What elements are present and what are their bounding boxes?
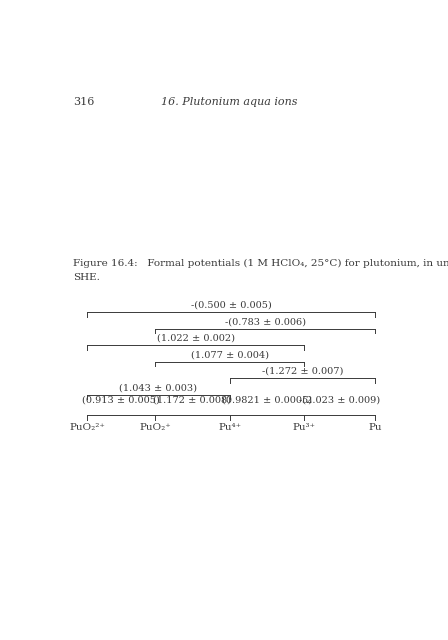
Text: -(1.272 ± 0.007): -(1.272 ± 0.007) — [262, 367, 343, 376]
Text: -(0.783 ± 0.006): -(0.783 ± 0.006) — [225, 317, 306, 326]
Text: PuO₂⁺: PuO₂⁺ — [139, 422, 171, 431]
Text: -(0.500 ± 0.005): -(0.500 ± 0.005) — [191, 301, 271, 310]
Text: -(2.023 ± 0.009): -(2.023 ± 0.009) — [299, 396, 380, 405]
Text: (1.172 ± 0.008): (1.172 ± 0.008) — [153, 396, 231, 405]
Text: PuO₂²⁺: PuO₂²⁺ — [69, 422, 105, 431]
Text: Pu: Pu — [369, 422, 382, 431]
Text: 16. Plutonium aqua ions: 16. Plutonium aqua ions — [161, 97, 298, 106]
Text: Pu⁴⁺: Pu⁴⁺ — [218, 422, 241, 431]
Text: (1.043 ± 0.003): (1.043 ± 0.003) — [120, 383, 198, 392]
Text: (1.022 ± 0.002): (1.022 ± 0.002) — [157, 333, 235, 342]
Text: SHE.: SHE. — [73, 273, 100, 282]
Text: 316: 316 — [73, 97, 95, 106]
Text: (1.077 ± 0.004): (1.077 ± 0.004) — [190, 350, 269, 359]
Text: Figure 16.4:   Formal potentials (1 M HClO₄, 25°C) for plutonium, in units of V : Figure 16.4: Formal potentials (1 M HClO… — [73, 259, 448, 268]
Text: (0.913 ± 0.005): (0.913 ± 0.005) — [82, 396, 160, 405]
Text: (0.9821 ± 0.0005): (0.9821 ± 0.0005) — [222, 396, 312, 405]
Text: Pu³⁺: Pu³⁺ — [293, 422, 316, 431]
